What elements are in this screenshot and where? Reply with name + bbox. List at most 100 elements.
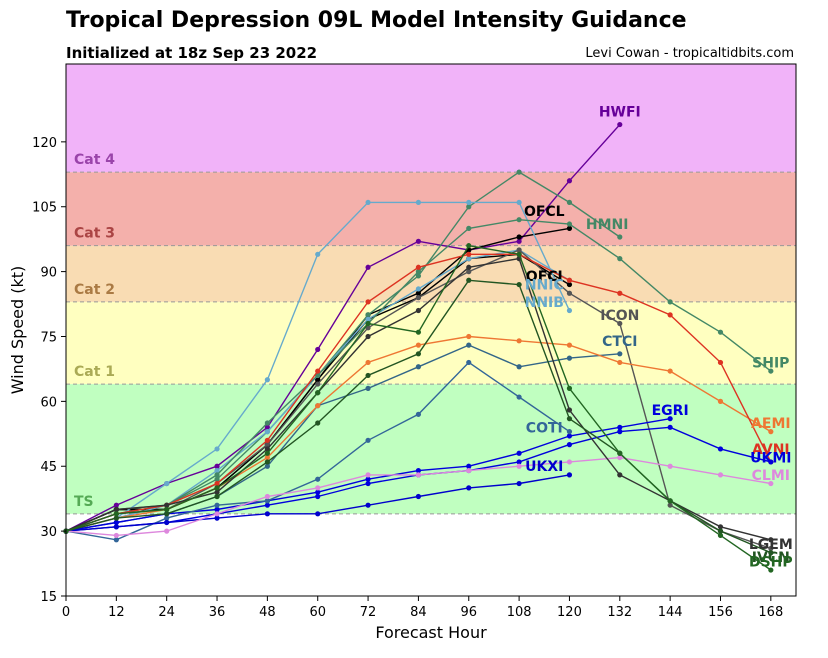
band-cat-3 <box>66 172 796 246</box>
series-point-lgem <box>113 506 119 513</box>
series-point-ukxi <box>516 480 522 487</box>
series-point-nnib <box>365 199 371 206</box>
series-point-dshp <box>164 506 170 513</box>
series-point-ctci <box>617 351 623 357</box>
series-point-icon <box>566 290 573 296</box>
series-point-aemi <box>717 398 724 404</box>
series-point-ukmi <box>365 480 371 487</box>
series-point-dshp <box>617 450 623 456</box>
series-point-ukxi <box>214 515 220 521</box>
series-point-ukmi <box>667 424 673 430</box>
x-tick-label: 0 <box>62 605 70 620</box>
model-label-egri: EGRI <box>652 403 689 419</box>
series-point-egri <box>617 424 623 430</box>
series-point-icon <box>667 502 673 508</box>
series-point-egri <box>516 450 522 456</box>
series-point-dshp <box>214 485 220 491</box>
y-axis: 15 30 45 60 75 90 105 120 <box>32 136 66 605</box>
y-tick-label: 105 <box>32 201 57 216</box>
series-point-ctci <box>566 355 573 361</box>
x-tick-label: 168 <box>758 605 783 620</box>
series-point-hwfi <box>113 502 119 508</box>
series-point-ship <box>768 368 774 374</box>
series-point-clmi <box>466 467 472 474</box>
series-point-aemi <box>415 342 422 348</box>
series-point-dshp <box>113 511 119 517</box>
model-label-aemi: AEMI <box>751 416 791 432</box>
series-point-lgem <box>466 264 472 270</box>
x-tick-label: 84 <box>410 605 427 620</box>
series-point-lgem <box>214 489 220 495</box>
series-point-ship <box>516 217 522 223</box>
series-point-icon <box>516 247 522 253</box>
series-point-hmni <box>415 273 422 279</box>
series-point-coti <box>264 498 270 504</box>
series-point-coti <box>415 411 422 417</box>
series-point-nnic <box>415 286 422 292</box>
series-point-clmi <box>667 463 673 469</box>
series-point-avni <box>214 480 220 487</box>
series-point-avni <box>717 359 724 366</box>
series-point-hwfi <box>566 178 573 184</box>
x-tick-label: 12 <box>108 605 125 620</box>
series-point-hwfi <box>516 238 522 244</box>
series-point-ivcn <box>516 281 522 288</box>
series-point-hwfi <box>415 238 422 244</box>
chart-title: Tropical Depression 09L Model Intensity … <box>66 8 687 33</box>
y-tick-label: 120 <box>32 136 57 151</box>
band-below-ts <box>66 513 796 596</box>
series-point-icon <box>365 325 371 331</box>
series-point-nnic <box>466 256 472 262</box>
series-point-aemi <box>315 403 321 409</box>
model-label-hwfi: HWFI <box>599 105 641 121</box>
series-point-ofcl <box>415 290 422 296</box>
series-point-lgem <box>415 307 422 314</box>
series-point-hmni <box>516 169 522 175</box>
series-point-hwfi <box>264 424 270 430</box>
series-point-nnib <box>315 251 321 257</box>
series-point-ship <box>717 329 724 335</box>
series-point-hwfi <box>365 264 371 270</box>
x-tick-label: 60 <box>309 605 326 620</box>
series-point-ship <box>315 372 321 379</box>
series-point-egri <box>466 463 472 469</box>
series-point-ukmi <box>768 459 774 465</box>
series-point-ukxi <box>164 519 170 526</box>
series-point-dshp <box>717 532 724 539</box>
series-point-ofcl <box>516 234 522 240</box>
y-tick-label: 90 <box>40 266 57 281</box>
series-point-ivcn <box>264 459 270 465</box>
series-point-dshp <box>415 329 422 335</box>
series-point-coti <box>164 515 170 521</box>
series-point-avni <box>415 264 422 270</box>
y-tick-label: 15 <box>40 590 57 605</box>
series-point-lgem <box>264 446 270 452</box>
band-label-cat-2: Cat 2 <box>74 282 115 298</box>
series-point-egri <box>566 433 573 439</box>
x-axis: 0 12 24 36 48 60 72 84 96 108 120 132 144 156 168 <box>62 596 783 620</box>
series-point-ship <box>617 256 623 262</box>
x-tick-label: 72 <box>360 605 377 620</box>
series-point-ivcn <box>768 550 774 556</box>
series-point-dshp <box>466 243 472 249</box>
band-label-cat-4: Cat 4 <box>74 152 115 168</box>
series-point-dshp <box>264 450 270 456</box>
band-cat-2 <box>66 245 796 302</box>
model-label-ofci: OFCI <box>526 269 563 285</box>
model-label-hmni: HMNI <box>586 217 629 233</box>
series-point-hmni <box>566 199 573 206</box>
series-point-ctci <box>264 463 270 469</box>
series-point-icon <box>768 545 774 552</box>
series-point-avni <box>264 437 270 443</box>
series-point-icon <box>415 294 422 301</box>
x-tick-label: 156 <box>708 605 733 620</box>
y-tick-label: 60 <box>40 395 57 410</box>
series-point-ukxi <box>466 485 472 491</box>
x-tick-label: 36 <box>209 605 226 620</box>
series-point-ofcl <box>566 225 573 231</box>
series-point-avni <box>466 251 472 257</box>
x-tick-label: 120 <box>557 605 582 620</box>
series-point-dshp <box>566 385 573 391</box>
series-point-egri <box>315 489 321 495</box>
